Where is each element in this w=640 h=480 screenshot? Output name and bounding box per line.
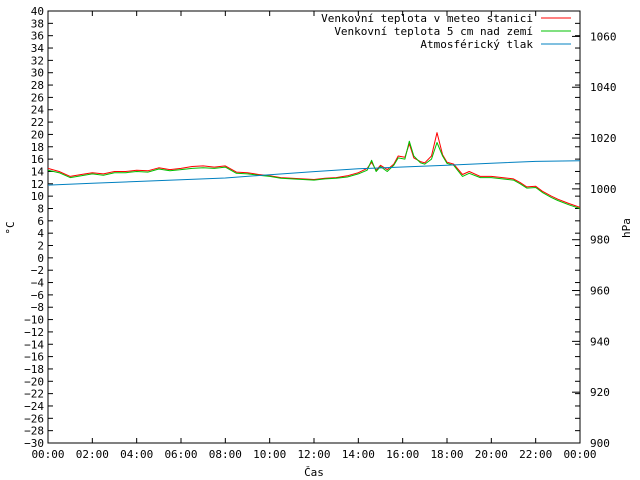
x-axis-title: Čas xyxy=(304,466,324,479)
x-tick-label: 04:00 xyxy=(120,448,153,461)
y-tick-label: 8 xyxy=(37,202,44,215)
y-tick-label: −28 xyxy=(24,425,44,438)
x-tick-label: 16:00 xyxy=(386,448,419,461)
series-line-1 xyxy=(47,132,581,208)
y-tick-label: −30 xyxy=(24,437,44,450)
y-tick-label: 20 xyxy=(31,128,44,141)
y-tick-label: −16 xyxy=(24,351,44,364)
y-tick-label: 10 xyxy=(31,190,44,203)
y-tick-label: −18 xyxy=(24,363,44,376)
y-tick-label: −2 xyxy=(31,264,44,277)
y2-tick-label: 920 xyxy=(590,386,610,399)
legend: Venkovní teplota v meteo staniciVenkovní… xyxy=(321,12,571,51)
y-tick-label: 36 xyxy=(31,30,44,43)
y-tick-label: 24 xyxy=(31,104,45,117)
y-tick-label: 2 xyxy=(37,240,44,253)
y-tick-label: 34 xyxy=(31,42,45,55)
series-line-2 xyxy=(47,140,581,209)
y-tick-label: −14 xyxy=(24,338,44,351)
y-axis-title: °C xyxy=(4,221,17,234)
x-tick-label: 02:00 xyxy=(76,448,109,461)
y-tick-label: −12 xyxy=(24,326,44,339)
x-tick-label: 20:00 xyxy=(475,448,508,461)
y-tick-label: 0 xyxy=(37,252,44,265)
legend-label: Venkovní teplota v meteo stanici xyxy=(321,12,533,25)
y-tick-label: 32 xyxy=(31,54,44,67)
y2-tick-label: 900 xyxy=(590,437,610,450)
x-tick-label: 18:00 xyxy=(430,448,463,461)
x-tick-label: 14:00 xyxy=(342,448,375,461)
y-tick-label: −4 xyxy=(31,277,45,290)
y-tick-label: 16 xyxy=(31,153,44,166)
y2-tick-label: 1060 xyxy=(590,30,617,43)
y-tick-label: 6 xyxy=(37,215,44,228)
x-tick-label: 00:00 xyxy=(31,448,64,461)
ticks-layer: −30−28−26−24−22−20−18−16−14−12−10−8−6−4−… xyxy=(24,5,616,461)
y-tick-label: 30 xyxy=(31,67,44,80)
plot-frame xyxy=(47,10,581,444)
x-tick-label: 00:00 xyxy=(563,448,596,461)
series-line-3 xyxy=(47,160,581,186)
y2-tick-label: 1040 xyxy=(590,81,617,94)
x-tick-label: 22:00 xyxy=(519,448,552,461)
y-tick-label: 18 xyxy=(31,141,44,154)
y-tick-label: −6 xyxy=(31,289,44,302)
y-tick-label: 26 xyxy=(31,91,44,104)
x-tick-label: 10:00 xyxy=(253,448,286,461)
y2-tick-label: 960 xyxy=(590,285,610,298)
y-tick-label: 22 xyxy=(31,116,44,129)
x-tick-label: 06:00 xyxy=(164,448,197,461)
y2-tick-label: 1000 xyxy=(590,183,617,196)
legend-label: Venkovní teplota 5 cm nad zemí xyxy=(334,25,533,38)
y-tick-label: 4 xyxy=(37,227,44,240)
y-tick-label: −8 xyxy=(31,301,44,314)
y2-tick-label: 980 xyxy=(590,234,610,247)
y-tick-label: −22 xyxy=(24,388,44,401)
y-tick-label: 28 xyxy=(31,79,44,92)
y-tick-label: 38 xyxy=(31,17,44,30)
y2-tick-label: 940 xyxy=(590,335,610,348)
y2-axis-title: hPa xyxy=(620,218,633,238)
y-tick-label: 14 xyxy=(31,165,45,178)
y-tick-label: −24 xyxy=(24,400,44,413)
x-tick-label: 08:00 xyxy=(209,448,242,461)
y-tick-label: −10 xyxy=(24,314,44,327)
y-tick-label: 40 xyxy=(31,5,44,18)
y-tick-label: −20 xyxy=(24,375,44,388)
series-layer xyxy=(47,132,581,209)
y-tick-label: −26 xyxy=(24,412,44,425)
y-tick-label: 12 xyxy=(31,178,44,191)
x-tick-label: 12:00 xyxy=(297,448,330,461)
legend-label: Atmosférický tlak xyxy=(420,38,533,51)
y2-tick-label: 1020 xyxy=(590,132,617,145)
